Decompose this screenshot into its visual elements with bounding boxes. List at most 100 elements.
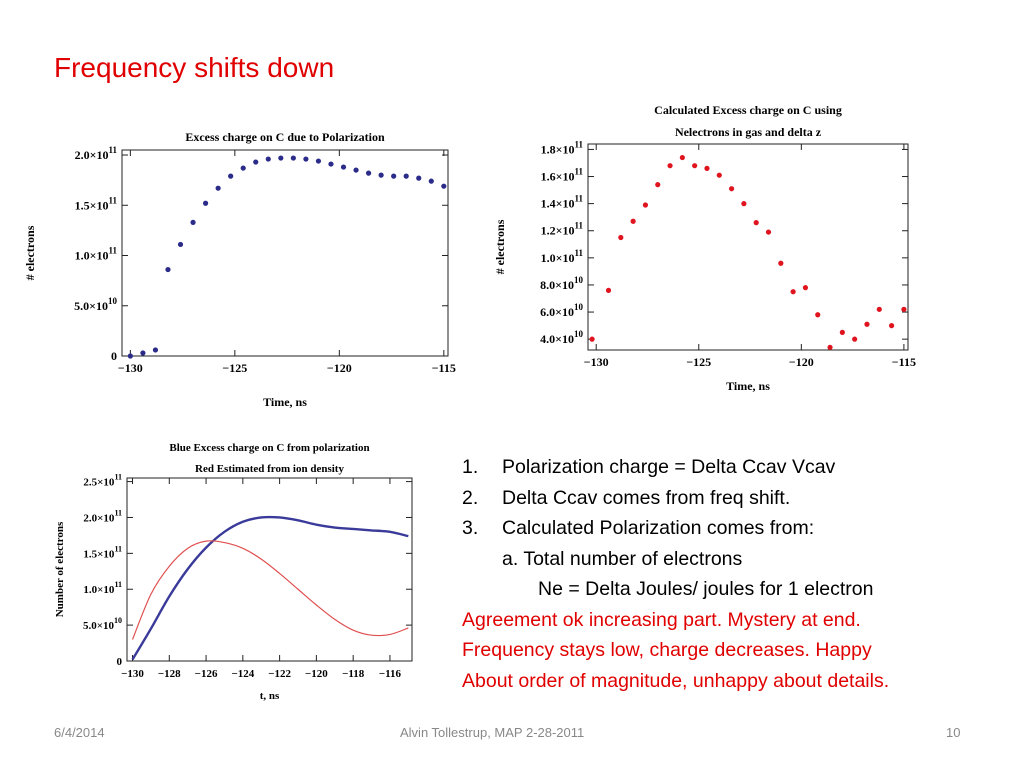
x-tick-label: −116: [379, 668, 402, 680]
data-point: [618, 234, 624, 241]
data-point: [790, 289, 796, 295]
data-point: [778, 260, 784, 266]
data-point: [140, 350, 146, 356]
data-point: [630, 218, 636, 224]
data-point: [753, 220, 759, 226]
chart-subtitle: Nelectrons in gas and delta z: [675, 125, 822, 139]
sub-item-a: a. Total number of electrons: [502, 547, 743, 570]
data-point: [328, 161, 334, 167]
x-axis-label: t, ns: [260, 690, 280, 702]
data-point: [315, 158, 322, 164]
bullet-item-2: 2. Delta Ccav comes from freq shift.: [462, 486, 791, 509]
data-point: [127, 353, 133, 359]
data-point: [152, 347, 159, 353]
data-point: [190, 219, 196, 225]
chart-title: Excess charge on C due to Polarization: [185, 130, 385, 144]
y-tick-label: 1.0×1011: [75, 246, 118, 263]
data-point: [667, 163, 673, 169]
y-axis-label: # electrons: [23, 225, 37, 280]
y-tick-label: 1.0×1011: [541, 248, 584, 265]
series-line-blue: [131, 515, 409, 661]
y-tick-label: 2.0×1011: [83, 508, 122, 524]
x-tick-label: −120: [327, 361, 352, 375]
data-point: [165, 266, 171, 273]
footer-author: Alvin Tollestrup, MAP 2-28-2011: [400, 725, 585, 740]
series-line-red: [131, 540, 409, 640]
y-tick-label: 8.0×1010: [540, 275, 583, 292]
chart-comparison: Blue Excess charge on C from polarizatio…: [54, 442, 413, 702]
data-point: [340, 164, 347, 170]
data-point: [215, 185, 221, 191]
y-tick-label: 1.6×1011: [541, 167, 584, 184]
bullet-list: 1. Polarization charge = Delta Ccav Vcav …: [462, 452, 1022, 696]
plot-frame: [126, 477, 413, 662]
data-point: [278, 155, 284, 161]
x-tick-label: −130: [584, 355, 609, 369]
data-point: [827, 344, 833, 350]
sub-item-ne: Ne = Delta Joules/ joules for 1 electron: [538, 578, 874, 600]
x-axis-label: Time, ns: [726, 379, 770, 393]
y-tick-label: 5.0×1010: [83, 616, 122, 632]
data-point: [353, 167, 359, 173]
data-point: [391, 173, 397, 179]
data-point: [589, 336, 595, 342]
y-tick-label: 5.0×1010: [74, 296, 117, 313]
footer-page-number: 10: [946, 725, 961, 740]
y-tick-label: 1.5×1011: [75, 195, 118, 212]
data-point: [728, 186, 735, 192]
x-tick-label: −124: [231, 668, 254, 680]
data-point: [253, 159, 259, 165]
red-line-1: Agreement ok increasing part. Mystery at…: [462, 608, 861, 631]
data-point: [655, 182, 661, 188]
chart-calculated-charge: Calculated Excess charge on C using Nelec…: [493, 103, 916, 393]
bullet-item-3: 3. Calculated Polarization comes from:: [462, 517, 815, 539]
data-point: [265, 156, 271, 162]
data-point: [416, 175, 422, 181]
data-point: [888, 323, 895, 329]
x-tick-label: −115: [892, 355, 916, 369]
y-tick-label: 2.5×1011: [83, 473, 122, 489]
x-tick-label: −122: [268, 668, 291, 680]
data-point: [839, 329, 845, 335]
x-axis-label: Time, ns: [263, 395, 307, 409]
data-point: [716, 172, 722, 178]
y-tick-label: 4.0×1010: [540, 329, 583, 346]
bullet-item-1: 1. Polarization charge = Delta Ccav Vcav: [462, 456, 836, 478]
y-tick-label: 1.0×1011: [83, 580, 122, 596]
x-tick-label: −120: [789, 355, 814, 369]
data-point: [876, 306, 882, 312]
x-tick-label: −115: [432, 361, 456, 375]
data-point: [428, 178, 434, 184]
data-point: [704, 165, 710, 171]
data-point: [692, 163, 698, 169]
data-point: [605, 287, 612, 293]
y-tick-label: 1.2×1011: [541, 221, 584, 238]
y-tick-label: 2.0×1011: [75, 145, 118, 162]
y-tick-label: 1.4×1011: [541, 194, 584, 211]
slide-title: Frequency shifts down: [54, 52, 335, 83]
y-tick-label: 1.8×1011: [541, 139, 584, 156]
chart-title: Blue Excess charge on C from polarizatio…: [169, 442, 369, 454]
data-point: [441, 183, 447, 189]
data-point: [303, 156, 309, 162]
chart-polarization-charge: Excess charge on C due to Polarization −1…: [23, 130, 456, 409]
y-axis-label: # electrons: [493, 219, 507, 274]
data-point: [679, 154, 685, 161]
x-tick-label: −125: [222, 361, 247, 375]
x-tick-label: −118: [342, 668, 365, 680]
data-point: [202, 200, 209, 206]
chart-subtitle: Red Estimated from ion density: [195, 463, 344, 475]
red-line-3: About order of magnitude, unhappy about …: [462, 669, 890, 692]
data-point: [177, 241, 184, 248]
x-tick-label: −126: [195, 668, 218, 680]
chart-title: Calculated Excess charge on C using: [654, 103, 842, 117]
y-tick-label: 0: [111, 349, 117, 363]
x-tick-label: −125: [686, 355, 711, 369]
data-point: [378, 172, 384, 178]
red-line-2: Frequency stays low, charge decreases. H…: [462, 639, 872, 661]
data-point: [852, 336, 858, 342]
data-point: [864, 321, 870, 327]
x-tick-label: −130: [118, 361, 143, 375]
data-point: [240, 165, 246, 171]
data-point: [901, 306, 907, 312]
